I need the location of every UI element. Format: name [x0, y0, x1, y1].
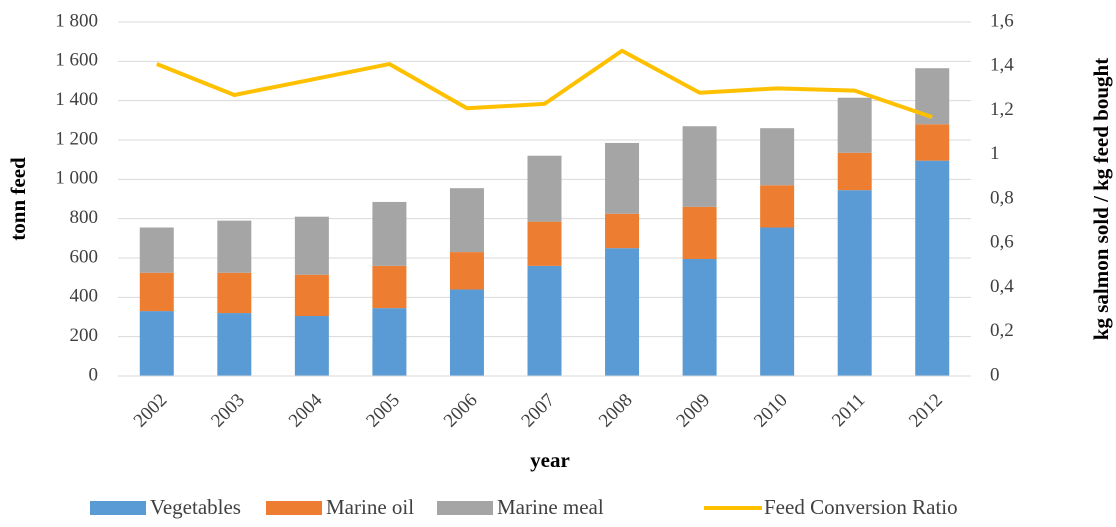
bar — [217, 272, 252, 314]
y2-tick-label: 0 — [990, 364, 1000, 385]
x-tick-label: 2007 — [517, 390, 559, 432]
bar — [449, 289, 484, 376]
bar — [682, 206, 717, 259]
legend-swatch — [437, 501, 493, 515]
bar — [372, 201, 407, 266]
bar — [372, 308, 407, 376]
y-tick-label: 600 — [70, 246, 99, 267]
y2-tick-label: 0,8 — [990, 187, 1014, 208]
y2-tick-label: 1,6 — [990, 10, 1014, 31]
bar — [139, 227, 174, 273]
bar — [682, 126, 717, 207]
x-tick-label: 2008 — [595, 390, 637, 432]
bar — [605, 213, 640, 249]
bar — [527, 155, 562, 222]
y2-axis-title: kg salmon sold / kg feed bought — [1089, 58, 1113, 340]
y-tick-label: 1 400 — [55, 89, 98, 110]
x-axis-title: year — [530, 448, 570, 472]
x-tick-label: 2010 — [750, 390, 792, 432]
bar — [294, 316, 329, 376]
bar — [837, 97, 872, 153]
x-tick-label: 2006 — [440, 390, 482, 432]
y-tick-label: 1 000 — [55, 168, 98, 189]
y2-tick-label: 0,2 — [990, 320, 1014, 341]
bar — [217, 220, 252, 273]
y-tick-label: 800 — [70, 207, 99, 228]
bar — [449, 188, 484, 253]
y2-tick-label: 1,4 — [990, 55, 1014, 76]
bar — [294, 274, 329, 317]
x-tick-label: 2004 — [285, 389, 327, 431]
x-tick-label: 2012 — [905, 390, 947, 432]
bar — [837, 190, 872, 376]
bar — [217, 313, 252, 376]
legend-label: Vegetables — [150, 495, 241, 519]
line — [156, 48, 933, 120]
bar — [915, 124, 950, 161]
bar — [760, 128, 795, 186]
y2-tick-label: 1 — [990, 143, 1000, 164]
x-tick-label: 2005 — [362, 390, 404, 432]
bar — [760, 185, 795, 228]
bar — [527, 265, 562, 376]
y-tick-label: 1 200 — [55, 128, 98, 149]
y-tick-label: 200 — [70, 325, 99, 346]
y2-tick-label: 0,4 — [990, 276, 1014, 297]
bar — [294, 216, 329, 275]
bar — [139, 272, 174, 312]
bar — [837, 152, 872, 191]
bar — [915, 160, 950, 376]
legend-label: Marine meal — [497, 495, 604, 519]
legend-swatch — [266, 501, 322, 515]
bar — [372, 265, 407, 309]
x-tick-label: 2002 — [130, 390, 172, 432]
bar — [449, 252, 484, 290]
y-tick-label: 1 800 — [55, 10, 98, 31]
bar — [139, 311, 174, 376]
x-tick-label: 2003 — [207, 390, 249, 432]
bar — [527, 221, 562, 266]
bar — [760, 227, 795, 376]
bar — [605, 142, 640, 214]
y-axis-title: tonn feed — [6, 157, 30, 241]
y-tick-label: 400 — [70, 286, 99, 307]
legend-swatch — [90, 501, 146, 515]
bar — [682, 258, 717, 376]
x-tick-label: 2009 — [672, 390, 714, 432]
legend-label: Feed Conversion Ratio — [764, 495, 958, 519]
y2-tick-label: 1,2 — [990, 99, 1014, 120]
x-tick-label: 2011 — [828, 390, 869, 431]
legend-label: Marine oil — [326, 495, 414, 519]
y-tick-label: 1 600 — [55, 50, 98, 71]
bar — [605, 248, 640, 376]
y-tick-label: 0 — [89, 364, 99, 385]
y2-tick-label: 0,6 — [990, 232, 1014, 253]
